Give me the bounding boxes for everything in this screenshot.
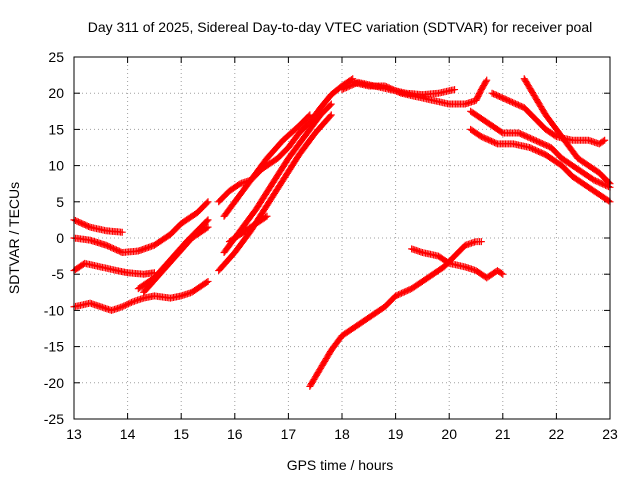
series-track-9 [215, 111, 335, 275]
y-tick-label: -20 [44, 375, 64, 391]
data-point [118, 303, 126, 311]
data-point [123, 301, 131, 309]
data-point [85, 222, 93, 230]
ticks: 13 14 15 16 17 18 19 20 21 22 23 -25 -20 -15 -10 -5 0 5 10… [44, 49, 618, 442]
data-point [477, 238, 485, 246]
x-tick-label: 21 [495, 426, 511, 442]
series-track-3 [70, 198, 212, 256]
x-tick-label: 17 [281, 426, 297, 442]
y-tick-label: -25 [44, 411, 64, 427]
data-point [204, 216, 212, 224]
series-track-15 [408, 245, 507, 282]
y-tick-label: 20 [48, 85, 64, 101]
data-point [599, 137, 607, 145]
data-point [203, 199, 211, 207]
data-point [444, 258, 452, 266]
data-point [204, 277, 212, 285]
data-point [451, 86, 459, 94]
series-track-19 [467, 125, 614, 206]
y-tick-label: -5 [52, 266, 65, 282]
x-axis-title: GPS time / hours [287, 457, 394, 473]
data-point [492, 139, 500, 147]
x-tick-label: 20 [441, 426, 457, 442]
y-axis-title: SDTVAR / TECUs [6, 182, 22, 294]
data-point [605, 197, 613, 205]
x-tick-label: 19 [388, 426, 404, 442]
data-point [121, 301, 129, 309]
data-point [499, 270, 507, 278]
data-point [263, 212, 271, 220]
data-point [327, 100, 335, 108]
series-track-11 [225, 212, 271, 246]
data-point [483, 76, 491, 84]
x-tick-label: 23 [602, 426, 618, 442]
data-point [126, 299, 134, 307]
data-point [605, 183, 613, 191]
data-point [326, 112, 334, 120]
data-point [497, 269, 505, 277]
y-tick-label: 0 [56, 230, 64, 246]
series-track-6 [140, 223, 212, 296]
series-track-13 [349, 76, 491, 108]
data-point [482, 78, 490, 86]
series-track-2 [70, 259, 158, 278]
data-point [204, 198, 212, 206]
data-point [326, 101, 334, 109]
series-track-17 [520, 75, 614, 188]
data-point [306, 111, 314, 119]
x-tick-label: 15 [173, 426, 189, 442]
data-point [204, 223, 212, 231]
data-point [120, 302, 128, 310]
series-track-4 [70, 216, 126, 236]
data-point [395, 89, 403, 97]
plot-frame [73, 56, 611, 420]
y-tick-label: 15 [48, 121, 64, 137]
series-track-10 [220, 100, 335, 256]
x-tick-label: 16 [227, 426, 243, 442]
y-tick-label: -10 [44, 302, 64, 318]
data-point [124, 300, 132, 308]
data-point [262, 213, 270, 221]
data-point [127, 298, 135, 306]
data-point [305, 112, 313, 120]
series-track-16 [488, 89, 609, 148]
y-tick-label: 25 [48, 49, 64, 65]
series-track-18 [467, 107, 614, 191]
series-track-8 [220, 111, 314, 220]
grid [74, 57, 610, 419]
data-point [203, 224, 211, 232]
x-tick-label: 14 [120, 426, 136, 442]
x-tick-label: 13 [66, 426, 82, 442]
series-track-1 [70, 277, 212, 314]
data-point [601, 136, 609, 144]
chart-title: Day 311 of 2025, Sidereal Day-to-day VTE… [88, 19, 592, 35]
y-tick-label: 5 [56, 194, 64, 210]
data-point [551, 132, 559, 140]
series-track-14 [306, 238, 485, 390]
data-point [327, 111, 335, 119]
x-tick-label: 18 [334, 426, 350, 442]
y-tick-label: 10 [48, 158, 64, 174]
data-point [203, 278, 211, 286]
x-tick-label: 22 [549, 426, 565, 442]
y-tick-label: -15 [44, 339, 64, 355]
data-point [497, 128, 505, 136]
data-point [203, 217, 211, 225]
data-marks [70, 75, 614, 390]
data-point [118, 228, 126, 236]
